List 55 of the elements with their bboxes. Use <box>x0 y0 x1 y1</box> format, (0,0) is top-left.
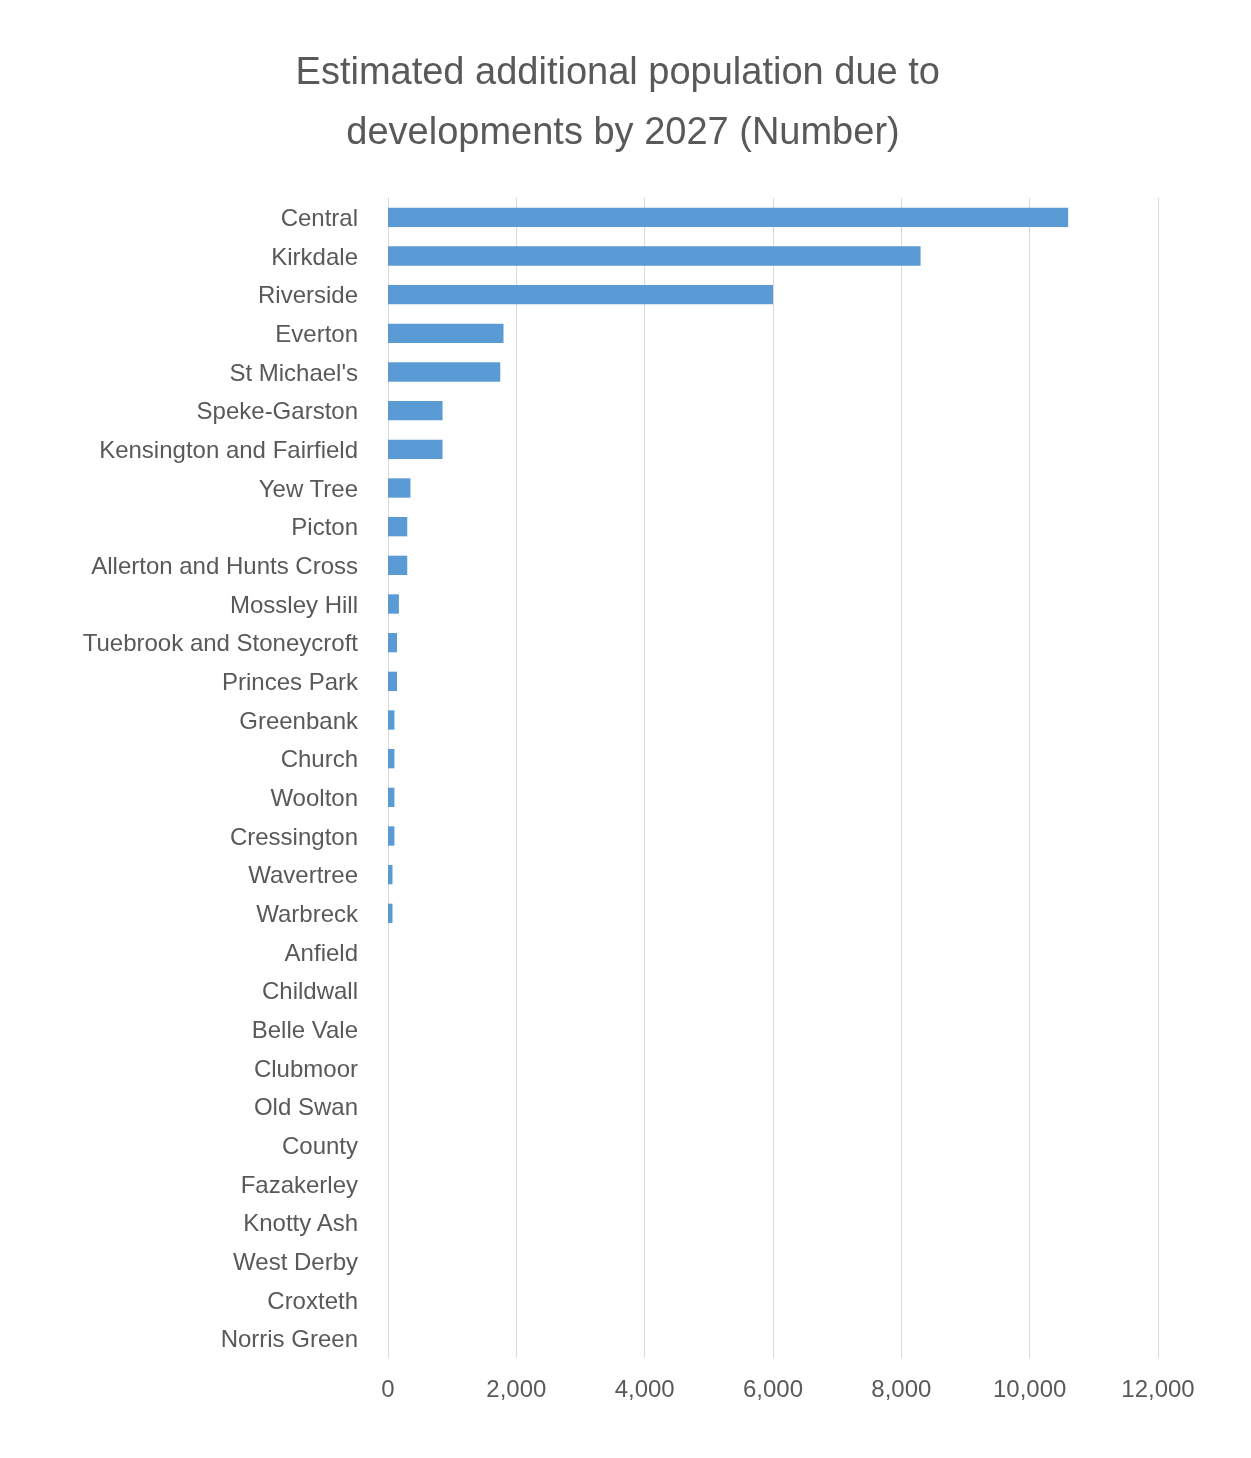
y-tick-label: Church <box>280 745 358 773</box>
y-tick-label: Knotty Ash <box>243 1209 358 1237</box>
y-tick-label: Central <box>280 203 358 231</box>
x-tick-label: 12,000 <box>1121 1374 1195 1402</box>
y-tick-label: Clubmoor <box>253 1054 358 1082</box>
y-tick-label: Allerton and Hunts Cross <box>91 551 358 579</box>
y-tick-label: Kensington and Fairfield <box>99 435 358 463</box>
x-tick-label: 4,000 <box>614 1374 675 1402</box>
y-tick-label: Speke-Garston <box>196 397 358 425</box>
x-tick-label: 6,000 <box>742 1374 804 1402</box>
x-tick-label: 0 <box>381 1374 395 1402</box>
bar <box>388 787 395 807</box>
x-tick-label: 8,000 <box>871 1374 932 1402</box>
y-tick-label: Picton <box>291 513 358 541</box>
y-tick-label: Old Swan <box>253 1093 358 1121</box>
y-tick-label: West Derby <box>233 1247 358 1275</box>
y-tick-label: Mossley Hill <box>229 590 358 618</box>
bar <box>388 826 395 846</box>
bar <box>388 246 921 266</box>
x-tick-label: 2,000 <box>486 1374 547 1402</box>
bar <box>388 439 443 459</box>
y-tick-label: Riverside <box>257 281 358 309</box>
y-tick-label: Kirkdale <box>271 242 358 270</box>
y-tick-label: Greenbank <box>239 706 359 734</box>
y-tick-label: Croxteth <box>267 1286 358 1314</box>
y-tick-label: Warbreck <box>256 899 359 927</box>
bar <box>388 594 399 614</box>
y-tick-label: Belle Vale <box>251 1015 358 1043</box>
bar <box>388 362 501 382</box>
bar <box>388 323 504 343</box>
bar <box>388 671 397 691</box>
y-tick-label: Childwall <box>261 977 358 1005</box>
bar <box>388 207 1069 227</box>
bar <box>388 749 395 769</box>
y-tick-label: Wavertree <box>248 861 358 889</box>
bar <box>388 633 397 653</box>
chart-title: Estimated additional population due to developments by 2027 (Number) <box>295 50 951 152</box>
y-tick-label: Tuebrook and Stoneycroft <box>82 629 359 657</box>
y-tick-label: Yew Tree <box>258 474 358 502</box>
bar <box>388 401 443 421</box>
bar <box>388 517 408 537</box>
bar <box>388 478 411 498</box>
y-tick-label: Cressington <box>229 822 358 850</box>
y-tick-label: Woolton <box>270 783 358 811</box>
bar <box>388 555 408 575</box>
bar <box>388 285 773 305</box>
x-tick-label: 10,000 <box>992 1374 1067 1402</box>
y-tick-label: Anfield <box>284 938 358 966</box>
y-tick-label: Everton <box>275 319 358 347</box>
y-tick-label: Fazakerley <box>240 1170 358 1198</box>
y-tick-label: Norris Green <box>220 1325 358 1353</box>
y-tick-label: Princes Park <box>221 667 359 695</box>
bar <box>388 710 395 730</box>
y-tick-label: St Michael's <box>229 358 358 386</box>
y-tick-label: County <box>281 1131 358 1159</box>
